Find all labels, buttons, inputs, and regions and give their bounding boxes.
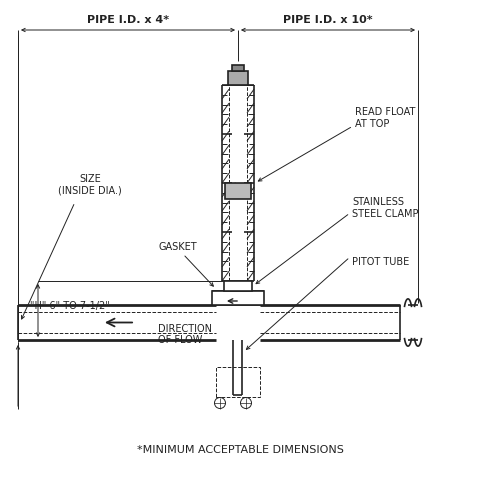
Bar	[228, 71, 248, 85]
Bar	[225, 183, 251, 199]
Bar	[224, 281, 252, 291]
Text: READ FLOAT
AT TOP: READ FLOAT AT TOP	[354, 107, 415, 129]
Text: SIZE
(INSIDE DIA.): SIZE (INSIDE DIA.)	[58, 174, 121, 196]
Text: STAINLESS
STEEL CLAMP: STAINLESS STEEL CLAMP	[351, 197, 418, 219]
Text: *MINIMUM ACCEPTABLE DIMENSIONS: *MINIMUM ACCEPTABLE DIMENSIONS	[136, 445, 343, 455]
Text: GASKET: GASKET	[158, 242, 197, 252]
Bar	[216, 367, 260, 397]
Bar	[212, 291, 264, 305]
Text: "H" 6" TO 7-1/2": "H" 6" TO 7-1/2"	[30, 300, 109, 311]
Text: PIPE I.D. x 10*: PIPE I.D. x 10*	[283, 15, 372, 25]
Text: PIPE I.D. x 4*: PIPE I.D. x 4*	[87, 15, 168, 25]
Bar	[231, 65, 243, 71]
Text: DIRECTION
OF FLOW: DIRECTION OF FLOW	[157, 324, 212, 345]
Text: PITOT TUBE: PITOT TUBE	[351, 257, 408, 267]
